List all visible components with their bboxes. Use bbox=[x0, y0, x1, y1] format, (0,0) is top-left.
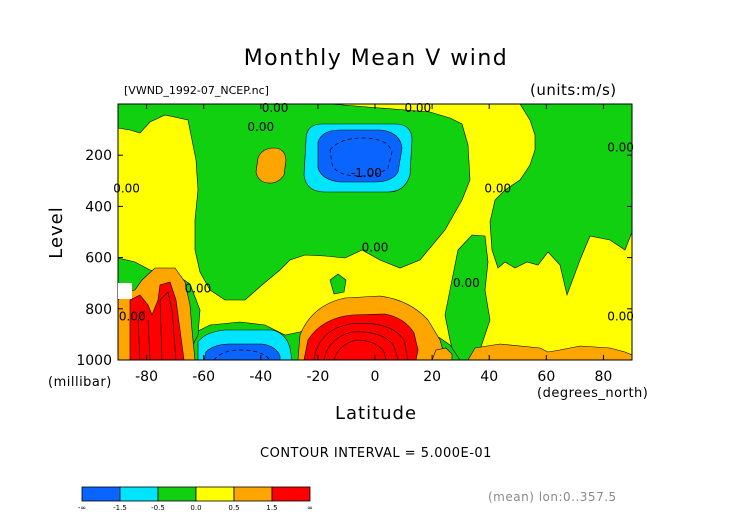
contour-labels: 0.00 0.00 0.00 -1.00 0.00 0.00 0.00 0.00 0.00 0.0… bbox=[113, 101, 634, 324]
colorbar-label: -1.5 bbox=[113, 504, 127, 512]
colorbar-swatch bbox=[119, 486, 159, 502]
contour-dashed-surface bbox=[213, 349, 271, 360]
contour-label: 0.00 bbox=[453, 276, 480, 290]
contour-label: 0.00 bbox=[262, 101, 289, 115]
y-tick-label: 800 bbox=[85, 302, 112, 318]
region-green-small bbox=[329, 273, 347, 295]
colorbar-swatch bbox=[81, 486, 121, 502]
colorbar-swatch bbox=[195, 486, 235, 502]
x-tick-label: -20 bbox=[306, 369, 329, 385]
colorbar-label: 0.0 bbox=[190, 504, 201, 512]
x-axis-label: Latitude bbox=[334, 403, 418, 424]
colorbar-label: 0.5 bbox=[228, 504, 239, 512]
contour-lines-red-left bbox=[137, 291, 177, 360]
colorbar-label: -∞ bbox=[78, 504, 86, 512]
x-tick-label: 20 bbox=[423, 369, 441, 385]
contour-label: 0.00 bbox=[607, 141, 634, 155]
region-orange-upper bbox=[255, 147, 287, 184]
region-blue-upper bbox=[317, 129, 403, 183]
x-tick-label: 40 bbox=[480, 369, 498, 385]
contour-lines-red-central bbox=[313, 323, 409, 360]
contour-label: -1.00 bbox=[351, 166, 382, 180]
contour-label: 0.00 bbox=[247, 120, 274, 134]
region-red-surface-central bbox=[303, 313, 419, 360]
x-tick-label: -80 bbox=[135, 369, 158, 385]
region-green-northern bbox=[489, 104, 632, 297]
source-file-label: [VWND_1992-07_NCEP.nc] bbox=[124, 84, 269, 97]
contour-label: 0.00 bbox=[404, 101, 431, 115]
y-tick-label: 1000 bbox=[76, 353, 112, 369]
contour-label: 0.00 bbox=[362, 240, 389, 254]
colorbar-swatch bbox=[157, 486, 197, 502]
units-label: (units:m/s) bbox=[530, 81, 617, 99]
colorbar-swatch bbox=[271, 486, 311, 502]
colorbar-label: 1.5 bbox=[266, 504, 277, 512]
x-tick-label: -40 bbox=[249, 369, 272, 385]
contour-label: 0.00 bbox=[484, 181, 511, 195]
region-blue-surface bbox=[203, 343, 281, 360]
contour-label: 0.00 bbox=[113, 181, 140, 195]
contour-label: 0.00 bbox=[185, 281, 212, 295]
colorbar-label: ∞ bbox=[307, 504, 313, 512]
chart-title: Monthly Mean V wind bbox=[243, 46, 509, 71]
colorbar-swatch bbox=[233, 486, 273, 502]
x-tick-label: 0 bbox=[371, 369, 380, 385]
region-orange-small-surface bbox=[431, 347, 453, 360]
y-tick-label: 600 bbox=[85, 251, 112, 267]
x-axis-unit: (degrees_north) bbox=[537, 386, 649, 401]
axis-ticks: -80 -60 -40 -20 0 20 40 60 80 200 400 600 800 1000 bbox=[76, 104, 632, 385]
x-tick-label: 80 bbox=[595, 369, 613, 385]
x-tick-label: -60 bbox=[192, 369, 215, 385]
colorbar: -∞ -1.5 -0.5 0.0 0.5 1.5 ∞ bbox=[78, 486, 313, 512]
averaging-note: (mean) lon:0..357.5 bbox=[488, 490, 617, 504]
colorbar-label: -0.5 bbox=[151, 504, 165, 512]
y-tick-label: 400 bbox=[85, 199, 112, 215]
contour-dashed-blue bbox=[329, 137, 393, 177]
y-tick-label: 200 bbox=[85, 148, 112, 164]
contour-label: 0.00 bbox=[119, 309, 146, 323]
x-tick-label: 60 bbox=[537, 369, 555, 385]
missing-data-mask bbox=[118, 283, 132, 299]
region-orange-surface-right bbox=[467, 343, 632, 360]
filled-contours bbox=[118, 104, 632, 360]
contour-interval: CONTOUR INTERVAL = 5.000E-01 bbox=[260, 446, 492, 461]
region-red-left bbox=[129, 281, 185, 360]
y-axis-unit: (millibar) bbox=[48, 375, 112, 390]
contour-label: 0.00 bbox=[607, 309, 634, 323]
